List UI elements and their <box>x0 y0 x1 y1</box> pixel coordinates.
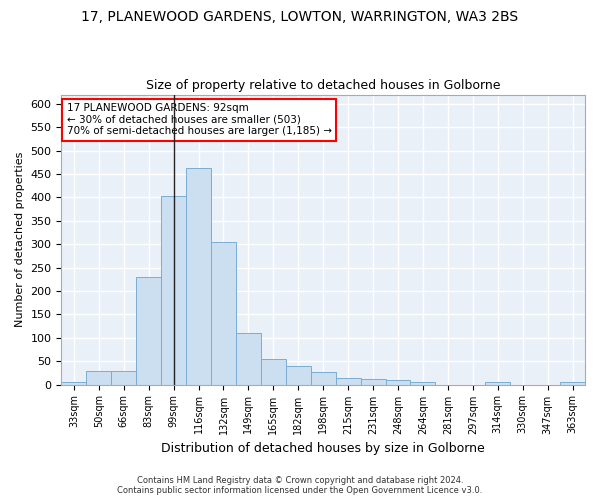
Bar <box>386 380 410 384</box>
Bar <box>186 168 211 384</box>
Bar <box>560 382 585 384</box>
Bar <box>211 242 236 384</box>
Text: 17 PLANEWOOD GARDENS: 92sqm
← 30% of detached houses are smaller (503)
70% of se: 17 PLANEWOOD GARDENS: 92sqm ← 30% of det… <box>67 104 332 136</box>
Bar <box>161 196 186 384</box>
Bar <box>111 370 136 384</box>
Bar <box>261 360 286 384</box>
Text: 17, PLANEWOOD GARDENS, LOWTON, WARRINGTON, WA3 2BS: 17, PLANEWOOD GARDENS, LOWTON, WARRINGTO… <box>82 10 518 24</box>
Bar <box>485 382 510 384</box>
Bar <box>361 379 386 384</box>
Text: Contains HM Land Registry data © Crown copyright and database right 2024.
Contai: Contains HM Land Registry data © Crown c… <box>118 476 482 495</box>
Bar <box>335 378 361 384</box>
X-axis label: Distribution of detached houses by size in Golborne: Distribution of detached houses by size … <box>161 442 485 455</box>
Title: Size of property relative to detached houses in Golborne: Size of property relative to detached ho… <box>146 79 500 92</box>
Bar <box>61 382 86 384</box>
Y-axis label: Number of detached properties: Number of detached properties <box>15 152 25 327</box>
Bar <box>286 366 311 384</box>
Bar <box>311 372 335 384</box>
Bar <box>136 277 161 384</box>
Bar <box>86 370 111 384</box>
Bar <box>410 382 436 384</box>
Bar <box>236 333 261 384</box>
